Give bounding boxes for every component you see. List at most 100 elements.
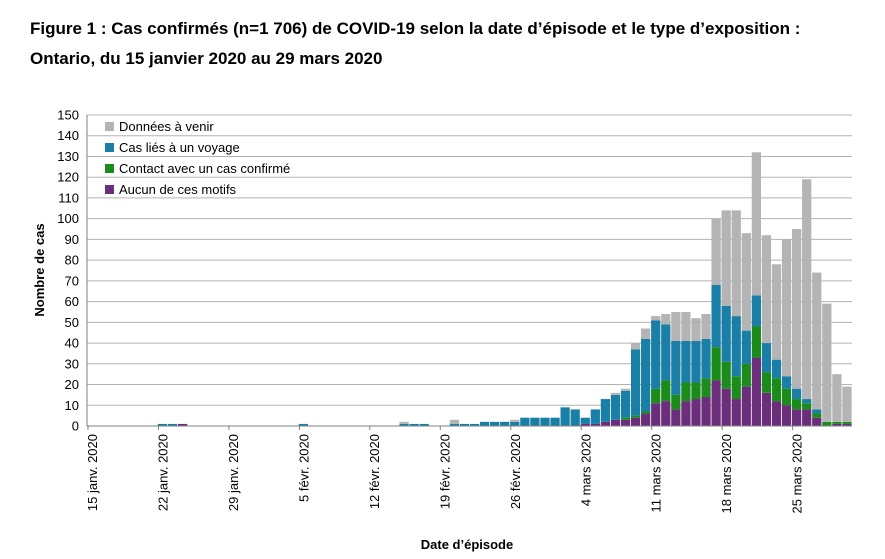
legend-label: Données à venir: [119, 119, 214, 134]
x-tick-label: 26 févr. 2020: [508, 434, 523, 509]
y-tick-label: 70: [65, 273, 79, 288]
bar-segment: [550, 417, 560, 426]
bar-segment: [761, 343, 772, 373]
bar-segment: [751, 152, 762, 296]
bar-segment: [792, 388, 802, 400]
bar-segment: [540, 417, 550, 426]
legend: Données à venir Cas liés à un voyage Conta…: [105, 119, 290, 197]
legend-label: Aucun de ces motifs: [119, 182, 237, 197]
chart-title-line-2: Ontario, du 15 janvier 2020 au 29 mars 2…: [30, 49, 383, 68]
bar-segment: [761, 235, 772, 344]
bar-segment: [459, 423, 470, 426]
bar-segment: [630, 343, 641, 350]
bar-segment: [721, 210, 731, 306]
bar-segment: [701, 396, 711, 426]
bar-segment: [701, 314, 711, 339]
legend-swatch: [105, 143, 114, 152]
bar-segment: [399, 423, 409, 426]
bar-segment: [711, 218, 721, 286]
x-tick-label: 22 janv. 2020: [155, 434, 170, 511]
bar-segment: [792, 399, 802, 410]
bar-segment: [842, 423, 852, 426]
bar-segment: [409, 423, 419, 426]
bar-segment: [449, 419, 460, 424]
legend-label: Contact avec un cas confirmé: [119, 161, 290, 176]
bar-segment: [691, 340, 701, 383]
bar-segment: [812, 409, 822, 414]
y-tick-label: 150: [57, 108, 79, 123]
bar-segment: [711, 285, 721, 348]
bar-segment: [671, 409, 681, 426]
bar-segment: [520, 417, 530, 426]
bar-segment: [620, 388, 631, 391]
bar-segment: [832, 374, 842, 422]
x-tick-label: 25 mars 2020: [790, 434, 805, 514]
bar-segment: [781, 388, 792, 406]
bar-segment: [792, 409, 802, 426]
x-axis-title: Date d’épisode: [421, 537, 513, 552]
bar-segment: [751, 295, 762, 327]
bar-segment: [842, 386, 852, 422]
bar-segment: [792, 229, 802, 389]
bar-segment: [630, 349, 641, 416]
bar-segment: [761, 372, 772, 393]
bar-segment: [610, 419, 621, 426]
bar-segment: [822, 421, 832, 426]
bar-segment: [510, 419, 520, 422]
y-tick-label: 130: [57, 149, 79, 164]
x-tick-label: 29 janv. 2020: [226, 434, 241, 511]
bar-segment: [298, 423, 309, 426]
bar-segment: [469, 423, 480, 426]
bar-segment: [167, 423, 178, 426]
bar-segment: [641, 413, 651, 426]
bar-segment: [741, 233, 751, 331]
bar-segment: [630, 417, 641, 426]
bar-segment: [741, 330, 751, 364]
bar-segment: [781, 376, 792, 389]
bar-segment: [661, 401, 671, 426]
y-tick-label: 40: [65, 336, 79, 351]
bar-segment: [651, 316, 661, 321]
x-tick-label: 19 févr. 2020: [437, 434, 452, 509]
legend-swatch: [105, 122, 114, 131]
bar-segment: [731, 210, 741, 317]
x-tick-label: 5 févr. 2020: [296, 434, 311, 502]
bar-segment: [691, 399, 701, 426]
bar-segment: [802, 403, 812, 410]
bar-segment: [500, 421, 510, 426]
bar-segment: [711, 347, 721, 381]
bar-segment: [177, 423, 188, 426]
y-tick-label: 10: [65, 398, 79, 413]
bar-segment: [590, 409, 600, 424]
bar-segment: [731, 399, 741, 426]
y-tick-label: 90: [65, 232, 79, 247]
bar-segment: [580, 417, 590, 424]
bar-segment: [822, 303, 832, 422]
bar-segment: [721, 388, 731, 426]
bar-segment: [771, 359, 782, 379]
chart-title: Figure 1 : Cas confirmés (n=1 706) de CO…: [30, 14, 880, 74]
bar-segment: [580, 423, 590, 426]
y-tick-label: 140: [57, 128, 79, 143]
bar-segment: [600, 421, 611, 426]
bar-segment: [157, 423, 168, 426]
bar-segment: [399, 421, 409, 424]
bar-segment: [620, 419, 631, 426]
chart-title-line-1: Figure 1 : Cas confirmés (n=1 706) de CO…: [30, 19, 801, 38]
bar-segment: [620, 390, 631, 418]
x-tick-label: 11 mars 2020: [649, 434, 664, 513]
bar-segment: [560, 407, 570, 426]
bar-segment: [781, 239, 792, 377]
bar-segment: [832, 423, 842, 426]
bar-segment: [842, 421, 852, 424]
bar-segment: [671, 340, 681, 395]
bar-segment: [781, 405, 792, 426]
bar-segment: [761, 392, 772, 426]
bar-segment: [530, 417, 540, 426]
axis-layer: 0 10 20 30 40 50 60 70 80 90 100 110 120 130 140 150 15 …: [57, 108, 852, 514]
bar-segment: [741, 386, 751, 426]
bar-segment: [590, 423, 600, 426]
bar-segment: [600, 399, 611, 422]
bar-segment: [741, 363, 751, 387]
